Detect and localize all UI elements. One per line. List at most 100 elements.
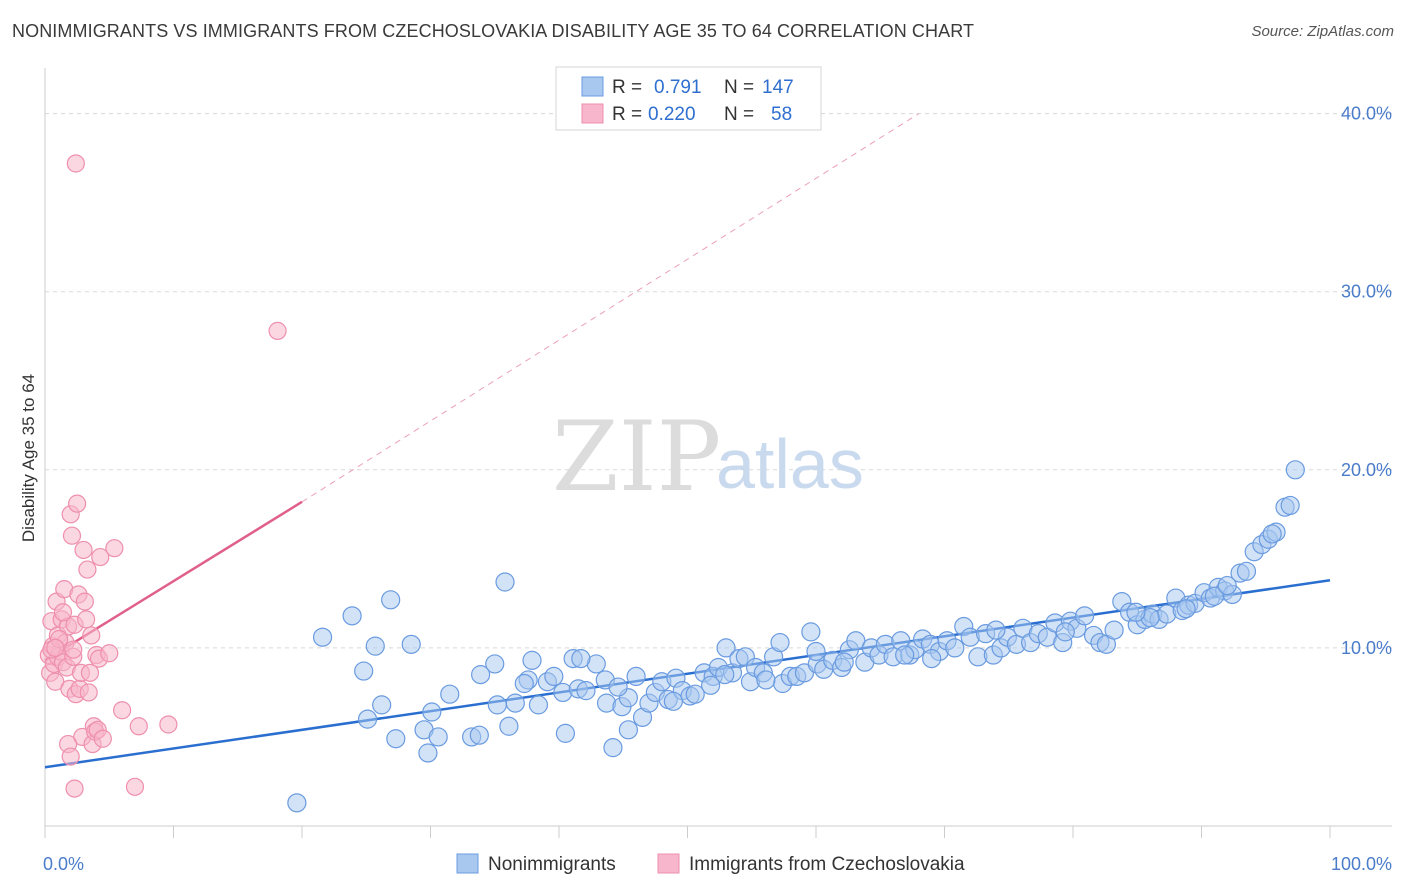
data-point-czechoslovakia bbox=[125, 777, 145, 796]
data-point-czechoslovakia bbox=[53, 603, 73, 622]
data-point-nonimmigrants bbox=[522, 650, 542, 670]
data-point-nonimmigrants bbox=[1126, 602, 1146, 622]
data-point-nonimmigrants bbox=[701, 675, 721, 695]
data-points bbox=[39, 154, 1305, 813]
data-point-nonimmigrants bbox=[834, 652, 854, 672]
data-point-nonimmigrants bbox=[806, 641, 826, 662]
data-point-nonimmigrants bbox=[471, 665, 491, 685]
data-point-czechoslovakia bbox=[62, 526, 82, 545]
data-point-czechoslovakia bbox=[77, 610, 96, 629]
data-point-nonimmigrants bbox=[342, 606, 362, 626]
data-point-nonimmigrants bbox=[487, 695, 507, 715]
data-point-czechoslovakia bbox=[68, 494, 87, 513]
legend-r-value: 0.220 bbox=[648, 104, 696, 125]
data-point-nonimmigrants bbox=[357, 709, 378, 729]
data-point-nonimmigrants bbox=[287, 793, 307, 813]
y-tick-label: 10.0% bbox=[1341, 638, 1392, 658]
gridlines bbox=[45, 113, 1392, 649]
y-tick-label: 40.0% bbox=[1341, 104, 1392, 124]
data-point-nonimmigrants bbox=[1055, 622, 1075, 642]
legend-label-czechoslovakia: Immigrants from Czechoslovakia bbox=[689, 854, 965, 875]
data-point-nonimmigrants bbox=[1074, 606, 1095, 626]
y-axis-label: Disability Age 35 to 64 bbox=[19, 374, 38, 542]
legend-n-label: N = bbox=[724, 104, 754, 125]
y-tick-label: 20.0% bbox=[1341, 460, 1392, 480]
data-point-nonimmigrants bbox=[895, 645, 915, 665]
trend-extension-czechoslovakia bbox=[301, 113, 920, 503]
data-point-czechoslovakia bbox=[61, 747, 80, 766]
series-legend: Nonimmigrants Immigrants from Czechoslov… bbox=[456, 853, 965, 875]
legend-n-value: 58 bbox=[771, 104, 792, 125]
data-point-nonimmigrants bbox=[544, 666, 564, 687]
y-tick-labels: 10.0% 20.0% 30.0% 40.0% bbox=[1341, 104, 1392, 658]
data-point-nonimmigrants bbox=[469, 725, 489, 745]
data-point-nonimmigrants bbox=[618, 720, 638, 740]
data-point-czechoslovakia bbox=[46, 638, 65, 658]
chart-title: NONIMMIGRANTS VS IMMIGRANTS FROM CZECHOS… bbox=[12, 21, 975, 41]
x-tick-labels: 0.0% 100.0% bbox=[43, 854, 1392, 874]
data-point-nonimmigrants bbox=[495, 572, 515, 592]
data-point-czechoslovakia bbox=[66, 154, 85, 173]
data-point-nonimmigrants bbox=[422, 702, 442, 722]
data-point-nonimmigrants bbox=[312, 627, 333, 647]
data-point-nonimmigrants bbox=[1176, 599, 1196, 619]
data-point-nonimmigrants bbox=[603, 738, 623, 758]
data-point-nonimmigrants bbox=[555, 723, 576, 743]
data-point-czechoslovakia bbox=[80, 663, 100, 682]
data-point-nonimmigrants bbox=[715, 665, 735, 685]
axes bbox=[44, 68, 1392, 838]
data-point-nonimmigrants bbox=[418, 743, 438, 763]
data-point-nonimmigrants bbox=[626, 666, 646, 687]
data-point-czechoslovakia bbox=[79, 683, 98, 702]
data-point-nonimmigrants bbox=[608, 677, 628, 697]
data-point-czechoslovakia bbox=[93, 729, 112, 748]
data-point-nonimmigrants bbox=[571, 648, 591, 669]
data-point-nonimmigrants bbox=[716, 638, 736, 658]
data-point-nonimmigrants bbox=[801, 622, 821, 642]
data-point-nonimmigrants bbox=[365, 636, 385, 656]
data-point-czechoslovakia bbox=[78, 560, 97, 579]
data-point-czechoslovakia bbox=[129, 717, 148, 736]
data-point-czechoslovakia bbox=[82, 626, 101, 645]
legend-swatch-nonimmigrants bbox=[581, 76, 604, 97]
data-point-czechoslovakia bbox=[268, 321, 287, 340]
data-point-nonimmigrants bbox=[576, 681, 596, 701]
data-point-nonimmigrants bbox=[1262, 524, 1282, 544]
data-point-nonimmigrants bbox=[401, 634, 421, 654]
watermark-zip: ZIP bbox=[552, 401, 721, 513]
data-point-nonimmigrants bbox=[514, 673, 534, 694]
data-point-czechoslovakia bbox=[74, 540, 93, 560]
data-point-czechoslovakia bbox=[91, 547, 110, 567]
legend-r-value: 0.791 bbox=[654, 77, 702, 98]
legend-swatch-czechoslovakia bbox=[581, 103, 604, 124]
data-point-nonimmigrants bbox=[428, 727, 448, 747]
data-point-czechoslovakia bbox=[112, 701, 132, 720]
legend-swatch-nonimmigrants bbox=[456, 853, 479, 874]
x-tick-label: 100.0% bbox=[1331, 854, 1392, 874]
legend-label-nonimmigrants: Nonimmigrants bbox=[488, 854, 616, 875]
data-point-nonimmigrants bbox=[440, 684, 460, 704]
trend-line-nonimmigrants bbox=[44, 578, 1331, 769]
data-point-nonimmigrants bbox=[372, 695, 392, 715]
y-tick-label: 30.0% bbox=[1341, 282, 1392, 302]
data-point-nonimmigrants bbox=[505, 693, 525, 713]
legend-n-label: N = bbox=[724, 77, 754, 98]
data-point-nonimmigrants bbox=[1104, 620, 1124, 640]
data-point-nonimmigrants bbox=[528, 695, 549, 715]
data-point-nonimmigrants bbox=[1217, 575, 1237, 596]
data-point-czechoslovakia bbox=[100, 644, 119, 663]
chart-source: Source: ZipAtlas.com bbox=[1251, 23, 1394, 40]
data-point-nonimmigrants bbox=[986, 620, 1006, 640]
legend-swatch-czechoslovakia bbox=[657, 853, 680, 874]
legend-r-label: R = bbox=[612, 104, 642, 125]
data-point-czechoslovakia bbox=[105, 539, 124, 558]
data-point-nonimmigrants bbox=[756, 670, 776, 690]
data-point-nonimmigrants bbox=[685, 684, 705, 704]
data-point-nonimmigrants bbox=[354, 661, 374, 681]
data-point-nonimmigrants bbox=[945, 638, 965, 658]
data-point-nonimmigrants bbox=[485, 654, 505, 674]
data-point-czechoslovakia bbox=[75, 592, 94, 611]
data-point-nonimmigrants bbox=[663, 691, 683, 711]
data-point-czechoslovakia bbox=[64, 640, 83, 659]
